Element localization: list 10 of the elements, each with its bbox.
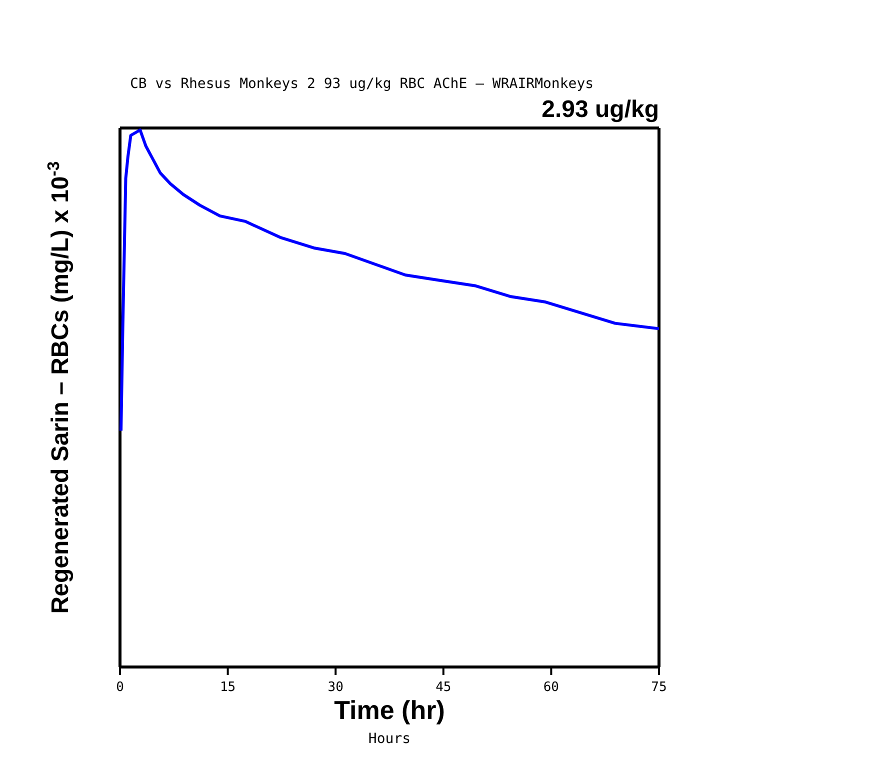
x-tick-label: 75 bbox=[651, 680, 667, 695]
x-tick-label: 30 bbox=[328, 680, 344, 695]
chart-title: 2.93 ug/kg bbox=[542, 96, 659, 123]
x-tick-label: 0 bbox=[116, 680, 124, 695]
x-tick-label: 60 bbox=[543, 680, 560, 695]
chart-subtitle: CB vs Rhesus Monkeys 2 93 ug/kg RBC AChE – WRAIRMonkeys bbox=[130, 76, 594, 92]
x-axis-title: Time (hr) bbox=[334, 695, 445, 725]
x-tick-label: 45 bbox=[436, 680, 452, 695]
text: Hours bbox=[368, 731, 411, 747]
x-tick-label: 15 bbox=[220, 680, 236, 695]
